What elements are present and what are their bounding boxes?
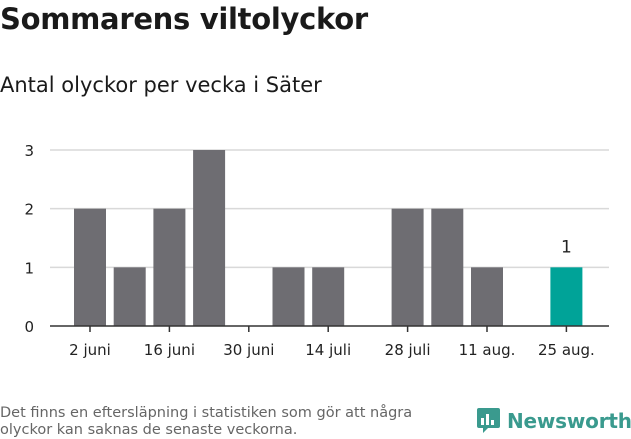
newsworthy-logo-icon [477, 408, 500, 433]
brand-logo: Newsworthy [476, 407, 631, 434]
brand-name: Newsworthy [507, 408, 631, 433]
x-tick-label: 30 juni [223, 341, 274, 359]
x-tick-label: 25 aug. [538, 341, 595, 359]
x-tick-label: 2 juni [69, 341, 111, 359]
bar-25-aug- [550, 267, 583, 326]
y-tick-label: 0 [24, 318, 34, 336]
bar-16-juni [153, 208, 186, 326]
bar-14-juli [312, 267, 345, 326]
data-labels: 1 [561, 237, 572, 257]
gridlines [50, 149, 609, 269]
x-tick-label: 11 aug. [459, 341, 516, 359]
bar-28-juli [391, 208, 424, 326]
y-tick-label: 1 [24, 259, 34, 277]
chart-subtitle: Antal olyckor per vecka i Säter [0, 73, 322, 97]
x-tick-label: 16 juni [144, 341, 195, 359]
y-axis-labels: 0 1 2 3 [24, 142, 34, 336]
chart-title: Sommarens viltolyckor [0, 2, 368, 36]
bar-9-juni [113, 267, 146, 326]
y-tick-label: 2 [24, 201, 34, 219]
bar-23-juni [193, 150, 226, 326]
data-label: 1 [561, 237, 572, 257]
x-tick-label: 28 juli [385, 341, 431, 359]
bar-4-aug- [431, 208, 464, 326]
bar-chart: 0 1 2 3 1 2 juni 16 juni 30 juni 14 juli 28 jul… [24, 142, 609, 359]
y-tick-label: 3 [24, 142, 34, 160]
x-axis-labels: 2 juni 16 juni 30 juni 14 juli 28 juli 11 aug… [69, 326, 595, 359]
x-tick-label: 14 juli [305, 341, 351, 359]
bar-11-aug- [471, 267, 503, 326]
footnote: Det finns en eftersläpning i statistiken… [0, 405, 413, 438]
bars [74, 150, 583, 326]
bar-2-juni [74, 208, 106, 326]
bar-7-juli [272, 267, 305, 326]
